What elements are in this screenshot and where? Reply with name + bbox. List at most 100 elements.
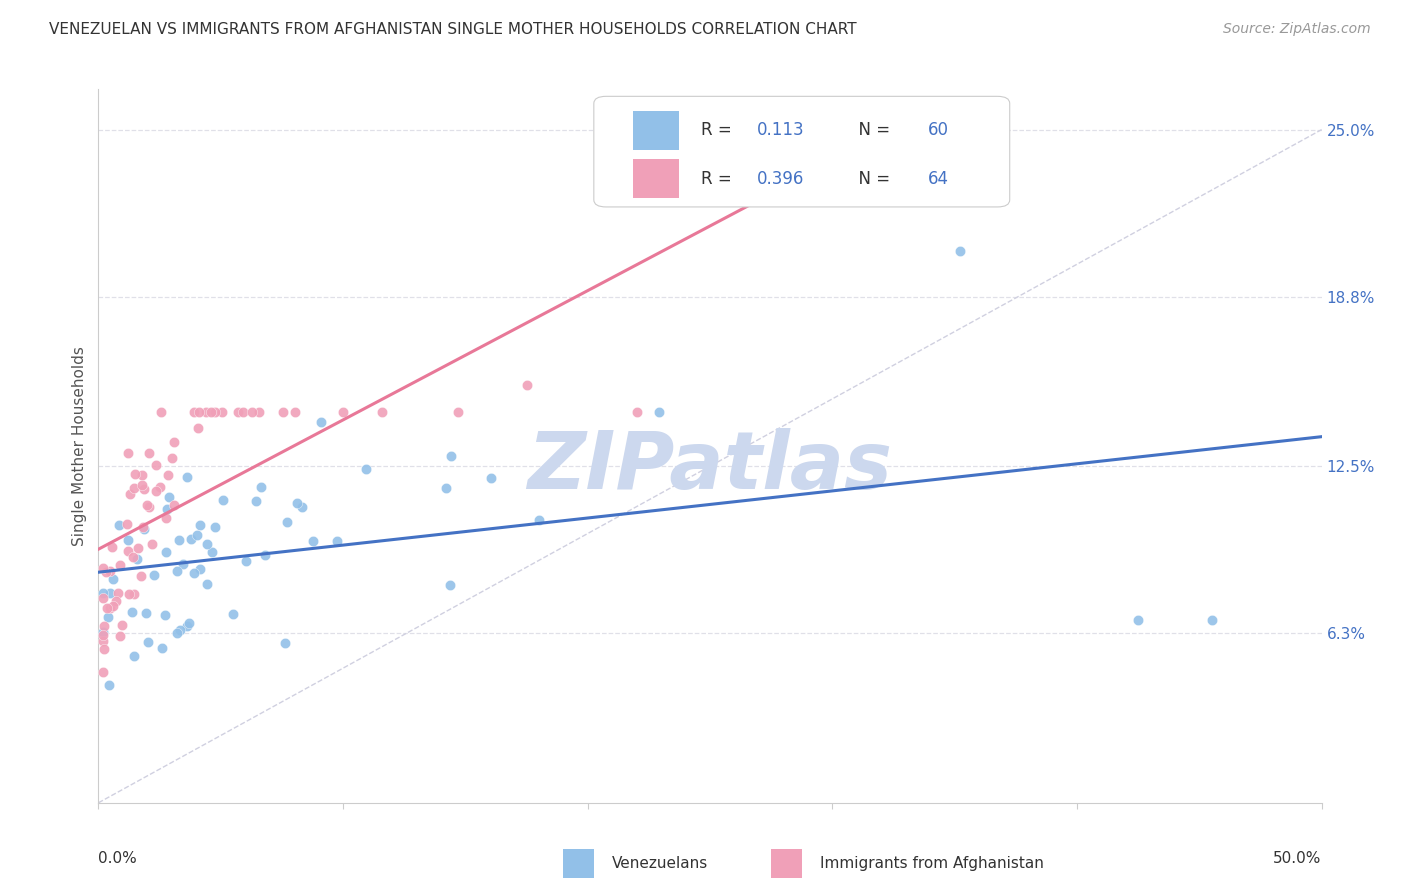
- Point: [150, 405, 173, 419]
- Point: [291, 500, 314, 514]
- Text: 60: 60: [928, 121, 949, 139]
- Point: [101, 572, 124, 586]
- Point: [117, 446, 139, 460]
- Point: [276, 516, 298, 530]
- Point: [122, 481, 145, 495]
- Text: R =: R =: [702, 169, 738, 187]
- Point: [527, 513, 550, 527]
- Point: [129, 569, 152, 583]
- Point: [155, 511, 177, 525]
- Point: [167, 533, 190, 547]
- Point: [155, 544, 177, 558]
- Point: [172, 557, 194, 571]
- Point: [177, 615, 200, 630]
- Point: [141, 537, 163, 551]
- Point: [211, 405, 233, 419]
- Point: [145, 484, 167, 499]
- Text: Immigrants from Afghanistan: Immigrants from Afghanistan: [820, 856, 1045, 871]
- Point: [131, 468, 153, 483]
- Point: [118, 487, 141, 501]
- Point: [149, 480, 172, 494]
- Point: [122, 550, 145, 565]
- Point: [647, 405, 669, 419]
- Point: [131, 478, 153, 492]
- Point: [110, 629, 132, 643]
- Point: [142, 567, 165, 582]
- Point: [110, 617, 132, 632]
- Point: [235, 554, 257, 568]
- Point: [91, 624, 114, 639]
- Point: [132, 482, 155, 496]
- Point: [98, 678, 121, 692]
- Text: 0.0%: 0.0%: [98, 851, 138, 866]
- Point: [440, 449, 463, 463]
- Bar: [772, 849, 801, 878]
- Point: [97, 610, 120, 624]
- Point: [91, 628, 114, 642]
- Text: ZIPatlas: ZIPatlas: [527, 428, 893, 507]
- Point: [91, 633, 114, 648]
- Point: [479, 470, 502, 484]
- Point: [326, 533, 349, 548]
- Point: [188, 562, 211, 576]
- Point: [309, 415, 332, 429]
- Point: [226, 405, 249, 419]
- Point: [188, 405, 211, 419]
- Text: 64: 64: [928, 169, 949, 187]
- Point: [183, 566, 205, 580]
- Point: [447, 405, 470, 419]
- Point: [271, 405, 294, 419]
- Text: R =: R =: [702, 121, 738, 139]
- Point: [91, 561, 114, 575]
- Point: [145, 458, 167, 472]
- Text: N =: N =: [848, 121, 896, 139]
- Point: [156, 502, 179, 516]
- Point: [186, 527, 208, 541]
- FancyBboxPatch shape: [593, 96, 1010, 207]
- Point: [115, 517, 138, 532]
- Text: Venezuelans: Venezuelans: [612, 856, 709, 871]
- Point: [371, 405, 394, 419]
- Point: [157, 490, 180, 504]
- Point: [948, 244, 970, 258]
- Point: [107, 586, 129, 600]
- Point: [232, 405, 254, 419]
- Point: [98, 564, 121, 578]
- Point: [194, 405, 217, 419]
- Text: VENEZUELAN VS IMMIGRANTS FROM AFGHANISTAN SINGLE MOTHER HOUSEHOLDS CORRELATION C: VENEZUELAN VS IMMIGRANTS FROM AFGHANISTA…: [49, 22, 856, 37]
- Text: Source: ZipAtlas.com: Source: ZipAtlas.com: [1223, 22, 1371, 37]
- Point: [195, 537, 218, 551]
- Point: [332, 405, 354, 419]
- Point: [240, 405, 263, 419]
- Point: [245, 494, 267, 508]
- Point: [200, 405, 222, 419]
- Point: [101, 540, 124, 554]
- Point: [195, 576, 218, 591]
- Point: [354, 462, 377, 476]
- Point: [166, 626, 188, 640]
- Point: [204, 520, 226, 534]
- Point: [284, 405, 307, 419]
- Point: [212, 493, 235, 508]
- Point: [190, 517, 212, 532]
- Bar: [633, 111, 679, 150]
- Point: [93, 618, 115, 632]
- Point: [136, 634, 159, 648]
- Point: [439, 577, 461, 591]
- Point: [108, 558, 131, 572]
- Point: [162, 450, 184, 465]
- Point: [122, 649, 145, 664]
- Point: [254, 548, 277, 562]
- Point: [122, 587, 145, 601]
- Text: 50.0%: 50.0%: [1274, 851, 1322, 866]
- Point: [118, 587, 141, 601]
- Point: [163, 435, 186, 450]
- Text: N =: N =: [848, 169, 896, 187]
- Point: [135, 606, 157, 620]
- Point: [125, 552, 148, 566]
- Point: [91, 665, 114, 679]
- Point: [96, 566, 118, 580]
- Point: [169, 623, 191, 637]
- Point: [138, 500, 160, 515]
- Point: [135, 498, 157, 512]
